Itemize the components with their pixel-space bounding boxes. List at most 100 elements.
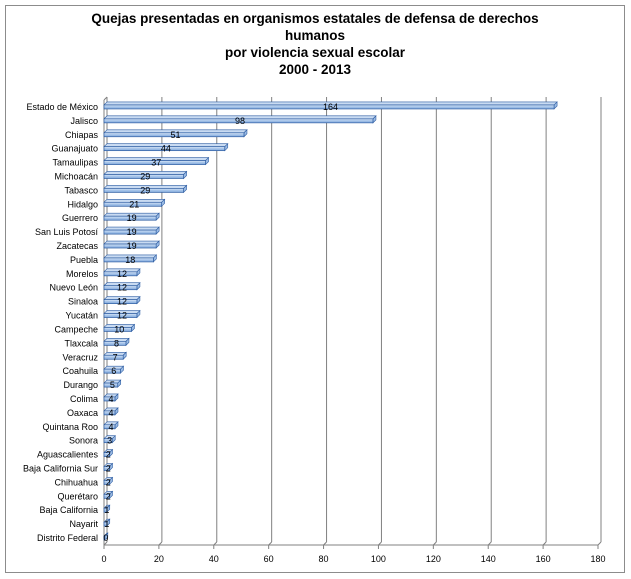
bar-nuevo-leon: [103, 285, 138, 291]
data-label-veracruz: 7: [113, 352, 118, 362]
category-label-morelos: Morelos: [66, 269, 99, 279]
data-label-tabasco: 29: [140, 185, 150, 195]
category-label-campeche: Campeche: [54, 324, 98, 334]
chart-title-line-3: por violencia sexual escolar: [224, 45, 406, 60]
category-label-guerrero: Guerrero: [62, 213, 98, 223]
category-label-yucatan: Yucatán: [65, 311, 98, 321]
category-label-durango: Durango: [63, 380, 98, 390]
bar-queretaro: [103, 493, 110, 499]
data-label-jalisco: 98: [235, 116, 245, 126]
chart-title-line-1: Quejas presentadas en organismos estatal…: [91, 11, 539, 26]
bar-aguascalientes: [103, 452, 110, 457]
bar-tlaxcala: [103, 341, 127, 346]
chart-title: Quejas presentadas en organismos estatal…: [5, 10, 625, 78]
data-label-durango: 5: [110, 380, 115, 390]
data-label-guerrero: 19: [127, 213, 137, 223]
x-tick-label-140: 140: [481, 554, 496, 564]
category-label-guanajuato: Guanajuato: [51, 144, 98, 154]
x-tick-label-60: 60: [264, 554, 274, 564]
category-label-aguascalientes: Aguascalientes: [37, 450, 99, 460]
category-label-sinaloa: Sinaloa: [68, 297, 98, 307]
bar-morelos: [103, 271, 138, 277]
data-label-guanajuato: 44: [161, 144, 171, 154]
category-label-michoacan: Michoacán: [54, 171, 98, 181]
data-label-distrito-federal: 0: [103, 533, 108, 543]
data-label-estado-de-mexico: 164: [323, 102, 338, 112]
x-tick-label-180: 180: [590, 554, 605, 564]
data-label-zacatecas: 19: [127, 241, 137, 251]
data-label-colima: 4: [108, 394, 113, 404]
data-label-michoacan: 29: [140, 171, 150, 181]
category-label-hidalgo: Hidalgo: [67, 199, 98, 209]
bar-hidalgo: [103, 201, 162, 207]
x-tick-label-120: 120: [426, 554, 441, 564]
bar-campeche: [103, 327, 132, 332]
bar-chihuahua: [103, 480, 110, 485]
data-label-quintana-roo: 4: [108, 422, 113, 432]
bars: [103, 101, 558, 541]
category-label-quintana-roo: Quintana Roo: [42, 422, 98, 432]
data-label-sinaloa: 12: [117, 297, 127, 307]
category-label-nuevo-leon: Nuevo León: [49, 283, 98, 293]
y-axis-top-join: [103, 96, 108, 101]
data-label-campeche: 10: [114, 324, 124, 334]
category-label-estado-de-mexico: Estado de México: [26, 102, 98, 112]
category-label-san-luis-potosi: San Luis Potosí: [35, 227, 99, 237]
gridlines: [158, 97, 602, 546]
data-label-yucatan: 12: [117, 311, 127, 321]
category-label-sonora: Sonora: [69, 436, 98, 446]
bar-puebla: [103, 257, 154, 263]
bar-chiapas: [103, 132, 245, 138]
bar-estado-de-mexico: [103, 104, 555, 110]
data-label-tlaxcala: 8: [114, 338, 119, 348]
data-label-san-luis-potosi: 19: [127, 227, 137, 237]
category-label-tlaxcala: Tlaxcala: [64, 338, 98, 348]
x-tick-label-160: 160: [536, 554, 551, 564]
category-label-veracruz: Veracruz: [62, 352, 98, 362]
x-tick-label-40: 40: [209, 554, 219, 564]
x-tick-label-20: 20: [154, 554, 164, 564]
bar-san-luis-potosi: [103, 229, 157, 235]
bar-baja-california-sur: [103, 466, 110, 471]
x-tick-label-100: 100: [371, 554, 386, 564]
data-label-oaxaca: 4: [108, 408, 113, 418]
data-label-baja-california: 1: [104, 505, 109, 515]
category-label-jalisco: Jalisco: [70, 116, 98, 126]
bar-zacatecas: [103, 243, 157, 249]
category-label-coahuila: Coahuila: [62, 366, 98, 376]
data-label-coahuila: 6: [111, 366, 116, 376]
category-label-distrito-federal: Distrito Federal: [37, 533, 98, 543]
x-tick-label-80: 80: [319, 554, 329, 564]
data-label-puebla: 18: [125, 255, 135, 265]
bar-tamaulipas: [103, 160, 206, 165]
bar-durango: [103, 382, 119, 388]
category-label-nayarit: Nayarit: [69, 519, 98, 529]
category-label-baja-california: Baja California: [39, 505, 98, 515]
category-label-zacatecas: Zacatecas: [56, 241, 98, 251]
axis-corner-join: [103, 541, 108, 546]
bar-tabasco: [103, 188, 184, 193]
x-tick-label-0: 0: [101, 554, 106, 564]
category-label-baja-california-sur: Baja California Sur: [23, 464, 98, 474]
chart-title-line-4: 2000 - 2013: [278, 62, 352, 77]
chart-title-line-2: humanos: [284, 28, 345, 43]
bar-jalisco: [103, 118, 374, 124]
data-label-nuevo-leon: 12: [117, 283, 127, 293]
category-label-tabasco: Tabasco: [64, 185, 98, 195]
data-label-chihuahua: 2: [106, 477, 111, 487]
data-label-sonora: 3: [107, 436, 112, 446]
data-label-chiapas: 51: [170, 130, 180, 140]
data-label-queretaro: 2: [106, 491, 111, 501]
bar-michoacan: [103, 174, 184, 179]
category-label-colima: Colima: [70, 394, 98, 404]
category-label-chihuahua: Chihuahua: [54, 477, 98, 487]
category-label-puebla: Puebla: [70, 255, 98, 265]
bar-distrito-federal: [103, 535, 106, 541]
bar-guanajuato: [103, 146, 226, 152]
data-label-hidalgo: 21: [129, 199, 139, 209]
category-label-queretaro: Querétaro: [57, 491, 98, 501]
bar-sinaloa: [103, 299, 138, 304]
bar-coahuila: [103, 368, 121, 374]
data-label-aguascalientes: 2: [106, 450, 111, 460]
